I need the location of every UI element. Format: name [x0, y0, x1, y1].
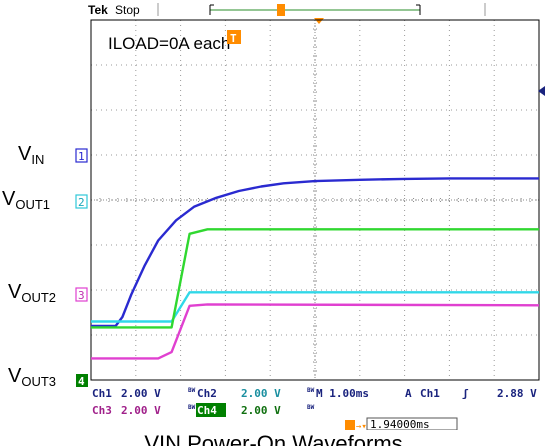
- caption-area: VIN Power-On Waveforms: [0, 430, 547, 446]
- trace-vout1: [91, 291, 539, 323]
- ch1-marker: 1: [75, 148, 88, 163]
- ch3-marker: 3: [75, 287, 88, 302]
- brand-label: Tek: [88, 3, 108, 17]
- ch1-scale: 2.00 V: [121, 387, 161, 400]
- ch2-marker: 2: [75, 194, 88, 209]
- trigger-t-marker: [227, 30, 241, 44]
- ch4-name: Ch4: [197, 404, 217, 417]
- trace-vout3: [91, 228, 539, 329]
- channel-readout: Ch1 2.00 V BW Ch2 2.00 V BW M 1.00ms A C…: [92, 387, 537, 417]
- ch2-scale: 2.00 V: [241, 387, 281, 400]
- acq-state-label: Stop: [115, 3, 140, 17]
- vin-label: VIN: [18, 143, 44, 167]
- svg-text:4: 4: [78, 375, 85, 388]
- delay-arrow-icon: →▾: [356, 422, 367, 430]
- timebase: M 1.00ms: [316, 387, 369, 400]
- trace-vin: [91, 177, 539, 328]
- delay-readout: →▾ 1.94000ms: [345, 417, 458, 430]
- oscilloscope-screen: Tek Stop ILOAD=0A each T VIN VOUT1 VOUT2…: [2, 3, 545, 430]
- delay-value: 1.94000ms: [370, 418, 430, 430]
- ch3-bw-flag: BW: [188, 404, 196, 411]
- ch4-marker: 4: [76, 374, 88, 388]
- svg-text:3: 3: [78, 289, 85, 302]
- delay-trigger-icon: [345, 420, 355, 430]
- svg-text:2: 2: [78, 196, 85, 209]
- ch2-bw-flag: BW: [307, 387, 315, 394]
- annotation-iload: ILOAD=0A each: [108, 34, 230, 53]
- delay-box: [366, 417, 458, 430]
- vout1-label: VOUT1: [2, 188, 50, 212]
- graticule-border: [90, 19, 540, 381]
- trigger-source: Ch1: [420, 387, 440, 400]
- trigger-level: 2.88 V: [497, 387, 537, 400]
- ch3-name: Ch3: [92, 404, 112, 417]
- figure-caption: VIN Power-On Waveforms: [144, 431, 403, 446]
- ch3-scale: 2.00 V: [121, 404, 161, 417]
- ch2-name: Ch2: [197, 387, 217, 400]
- record-position-bar: [209, 4, 421, 16]
- ch4-bw-flag: BW: [307, 404, 315, 411]
- trace-vout2: [91, 303, 540, 360]
- trigger-level-arrow: [538, 86, 545, 96]
- trigger-slope: ʃ: [462, 387, 469, 400]
- ch4-scale: 2.00 V: [241, 404, 281, 417]
- graticule: [90, 19, 540, 381]
- ch1-name: Ch1: [92, 387, 112, 400]
- acq-mode: A: [405, 387, 412, 400]
- traces: [91, 177, 540, 360]
- trigger-t-letter: T: [230, 32, 237, 45]
- svg-text:1: 1: [78, 150, 85, 163]
- trigger-position-marker: [277, 4, 285, 16]
- ch1-bw-flag: BW: [188, 387, 196, 394]
- vout3-label: VOUT3: [8, 365, 56, 389]
- ch4-name-bg: [196, 403, 226, 417]
- vout2-label: VOUT2: [8, 281, 56, 305]
